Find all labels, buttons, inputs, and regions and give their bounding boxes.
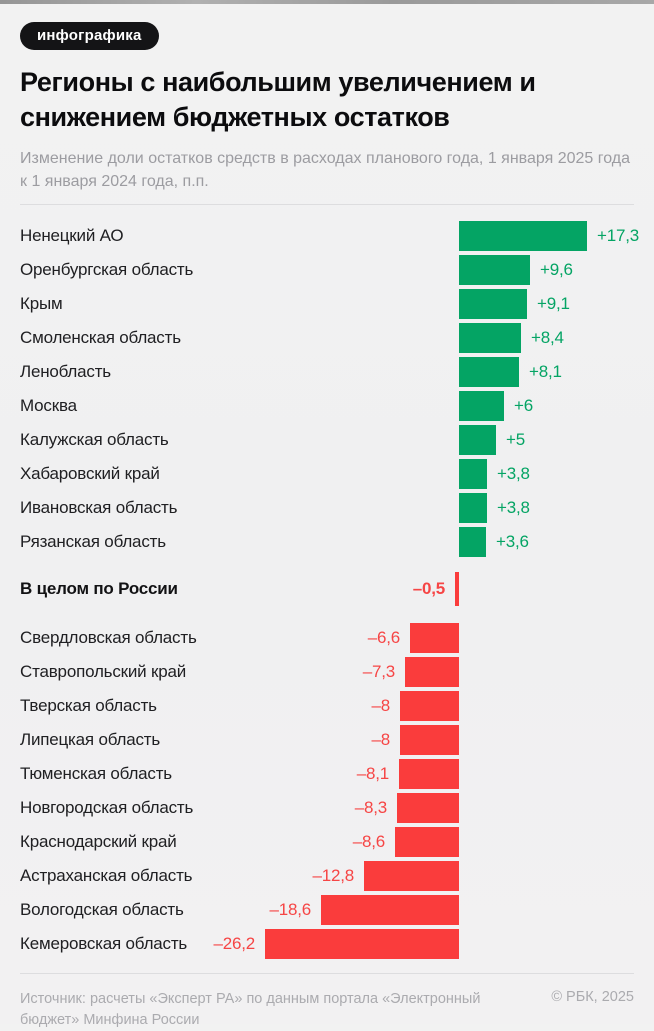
value-label: –26,2 xyxy=(213,934,255,953)
chart-row: Смоленская область +8,4 xyxy=(20,321,634,355)
infographic-badge: инфографика xyxy=(20,22,159,50)
region-label: Ненецкий АО xyxy=(20,226,124,245)
positive-bars-group: Ненецкий АО +17,3 Оренбургская область +9,6… xyxy=(20,219,639,559)
region-label: Калужская область xyxy=(20,430,169,449)
chart-row: Краснодарский край –8,6 xyxy=(20,825,634,859)
value-label: –7,3 xyxy=(362,662,395,681)
page-title: Регионы с наибольшим увеличением и сниже… xyxy=(20,67,536,132)
region-label: Ивановская область xyxy=(20,498,178,517)
region-label: Тверская область xyxy=(20,696,157,715)
value-label: +17,3 xyxy=(597,226,640,245)
chart-row: Ставропольский край –7,3 xyxy=(20,655,634,689)
value-label: +5 xyxy=(506,430,525,449)
region-label: Оренбургская область xyxy=(20,260,194,279)
negative-bar xyxy=(397,793,459,823)
chart-row: Тверская область –8 xyxy=(20,689,634,723)
positive-bar xyxy=(459,391,504,421)
region-label: Ставропольский край xyxy=(20,662,187,681)
chart-row: Рязанская область +3,6 xyxy=(20,525,634,559)
chart-row: Новгородская область –8,3 xyxy=(20,791,634,825)
bar-chart: Ненецкий АО +17,3 Оренбургская область +9,6… xyxy=(20,219,639,961)
positive-bar xyxy=(459,289,527,319)
negative-bar xyxy=(405,657,459,687)
negative-bar xyxy=(364,861,459,891)
chart-row: Хабаровский край +3,8 xyxy=(20,457,634,491)
value-label: +3,8 xyxy=(497,464,530,483)
footer-divider xyxy=(20,973,634,974)
chart-row: Оренбургская область +9,6 xyxy=(20,253,634,287)
positive-bar xyxy=(459,527,486,557)
top-edge-strip xyxy=(0,0,654,4)
region-label: Липецкая область xyxy=(20,730,160,749)
region-label: Астраханская область xyxy=(20,866,193,885)
positive-bar xyxy=(459,459,487,489)
region-label: Москва xyxy=(20,396,77,415)
source-note: Источник: расчеты «Эксперт РА» по данным… xyxy=(20,991,481,1028)
value-label: –6,6 xyxy=(367,628,400,647)
value-label: –8 xyxy=(371,696,390,715)
region-label: Рязанская область xyxy=(20,532,166,551)
region-label: Вологодская область xyxy=(20,900,184,919)
value-label: +9,1 xyxy=(537,294,570,313)
region-label: Краснодарский край xyxy=(20,832,177,851)
chart-row: Липецкая область –8 xyxy=(20,723,634,757)
negative-bar xyxy=(400,725,459,755)
positive-bar xyxy=(459,255,530,285)
region-label: Тюменская область xyxy=(20,764,172,783)
chart-row: Калужская область +5 xyxy=(20,423,634,457)
region-label: Кемеровская область xyxy=(20,934,188,953)
positive-bar xyxy=(459,357,519,387)
chart-row: Тюменская область –8,1 xyxy=(20,757,634,791)
negative-bar xyxy=(265,929,459,959)
negative-bar xyxy=(395,827,459,857)
negative-bar xyxy=(455,572,459,606)
value-label: +3,8 xyxy=(497,498,530,517)
value-label: +8,1 xyxy=(529,362,562,381)
chart-row: Кемеровская область –26,2 xyxy=(20,927,634,961)
value-label: –8,3 xyxy=(354,798,387,817)
value-label: +3,6 xyxy=(496,532,529,551)
value-label: –18,6 xyxy=(269,900,311,919)
chart-row: Ивановская область +3,8 xyxy=(20,491,634,525)
negative-bars-group: Свердловская область –6,6 Ставропольский к… xyxy=(20,621,634,961)
chart-row: Ленобласть +8,1 xyxy=(20,355,634,389)
chart-subtitle: Изменение доли остатков средств в расход… xyxy=(20,150,631,190)
russia-benchmark-row: В целом по России –0,5 xyxy=(20,572,634,606)
chart-row: Свердловская область –6,6 xyxy=(20,621,634,655)
value-label: –8,6 xyxy=(352,832,385,851)
infographic: инфографика Регионы с наибольшим увеличе… xyxy=(0,4,654,1031)
region-label: В целом по России xyxy=(20,579,178,598)
chart-row: Вологодская область –18,6 xyxy=(20,893,634,927)
value-label: –12,8 xyxy=(312,866,354,885)
negative-bar xyxy=(400,691,459,721)
chart-row: Ненецкий АО +17,3 xyxy=(20,219,639,253)
positive-bar xyxy=(459,323,521,353)
positive-bar xyxy=(459,425,496,455)
value-label: –8,1 xyxy=(356,764,389,783)
positive-bar xyxy=(459,221,587,251)
region-label: Крым xyxy=(20,294,63,313)
region-label: Новгородская область xyxy=(20,798,194,817)
chart-row: Астраханская область –12,8 xyxy=(20,859,634,893)
value-label: +8,4 xyxy=(531,328,564,347)
region-label: Свердловская область xyxy=(20,628,197,647)
chart-row: В целом по России –0,5 xyxy=(20,572,634,606)
negative-bar xyxy=(321,895,459,925)
value-label: +6 xyxy=(514,396,533,415)
copyright: © РБК, 2025 xyxy=(551,989,634,1005)
region-label: Хабаровский край xyxy=(20,464,160,483)
chart-row: Москва +6 xyxy=(20,389,634,423)
negative-bar xyxy=(410,623,459,653)
value-label: –8 xyxy=(371,730,390,749)
region-label: Ленобласть xyxy=(20,362,111,381)
footer: Источник: расчеты «Эксперт РА» по данным… xyxy=(20,974,634,1031)
value-label: –0,5 xyxy=(412,579,445,598)
region-label: Смоленская область xyxy=(20,328,181,347)
chart-row: Крым +9,1 xyxy=(20,287,634,321)
value-label: +9,6 xyxy=(540,260,573,279)
header-divider xyxy=(20,204,634,205)
negative-bar xyxy=(399,759,459,789)
positive-bar xyxy=(459,493,487,523)
